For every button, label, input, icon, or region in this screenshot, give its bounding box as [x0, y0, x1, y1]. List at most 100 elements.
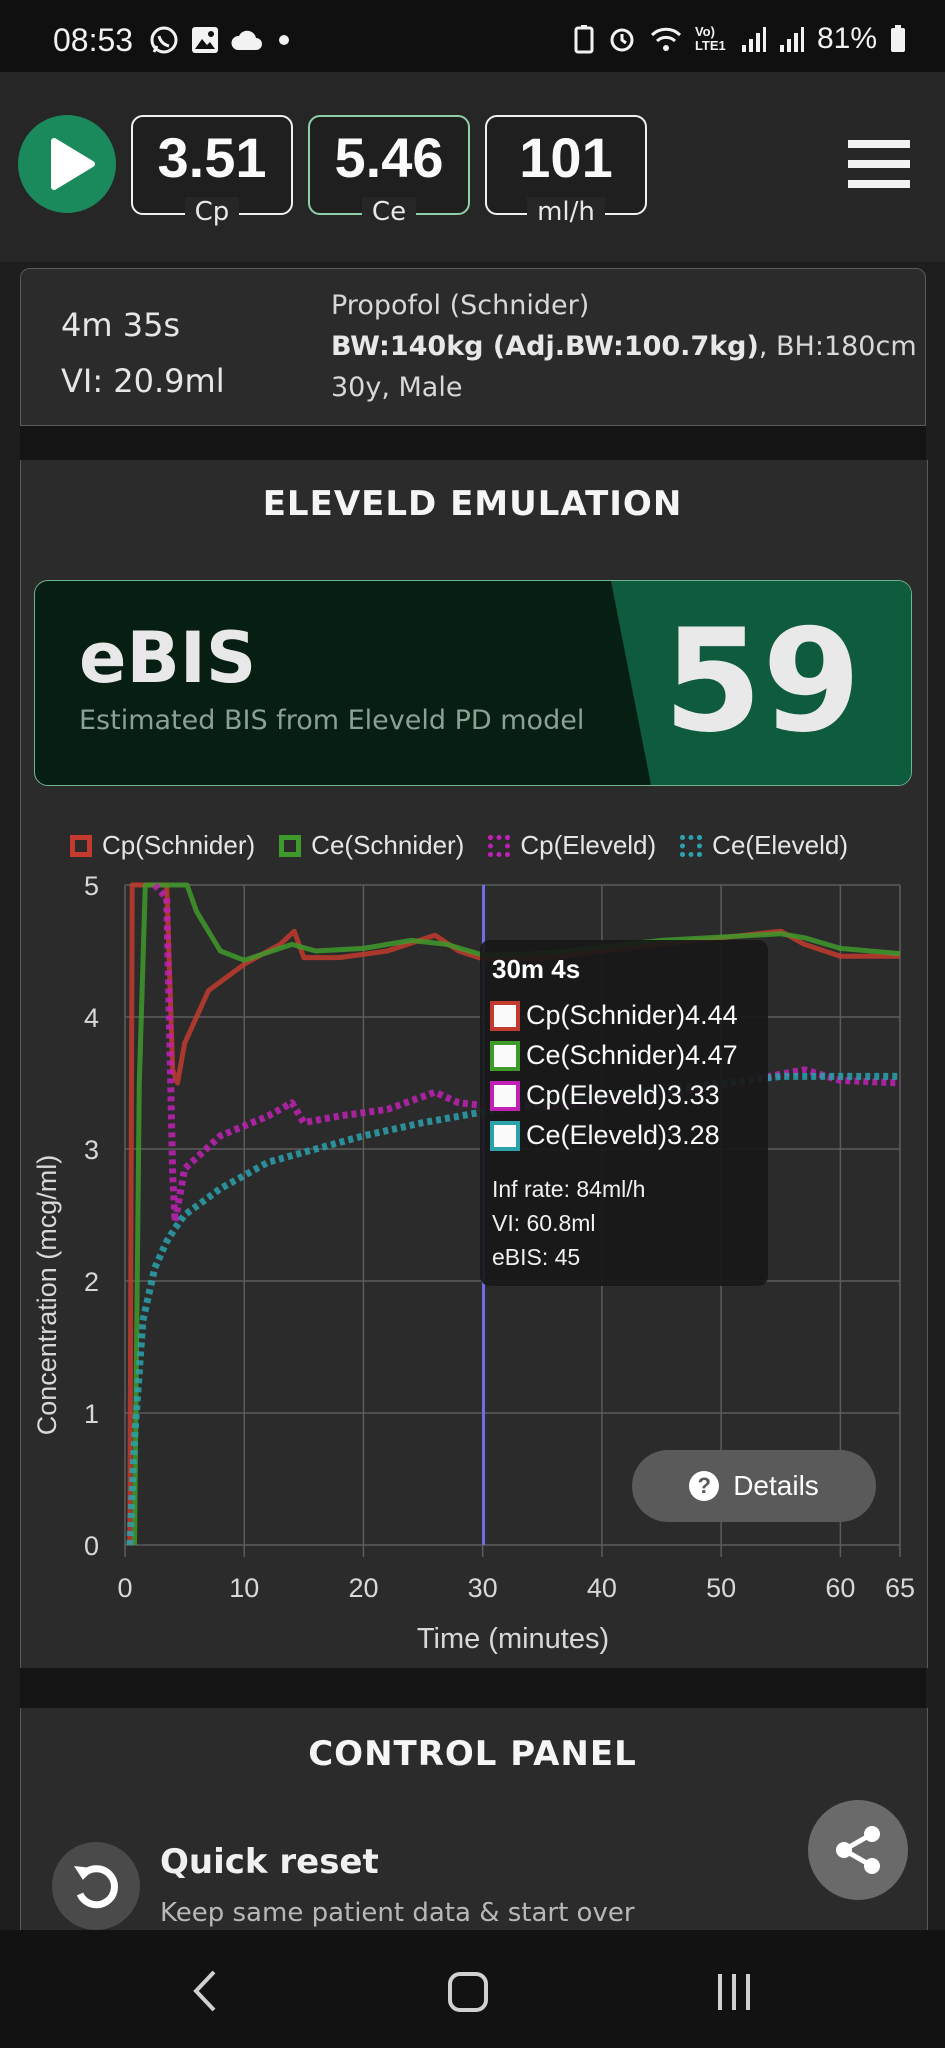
y-tick-label: 5	[84, 871, 99, 901]
cp-display[interactable]: 3.51 Cp	[131, 115, 293, 227]
section-title-control-panel: CONTROL PANEL	[308, 1734, 637, 1774]
signal-icon	[741, 27, 766, 52]
tooltip-volume: VI: 60.8ml	[492, 1210, 596, 1236]
elapsed-time: 4m 35s	[61, 306, 181, 344]
tooltip-swatch	[490, 1040, 520, 1071]
details-label: Details	[733, 1470, 819, 1501]
x-tick-label: 0	[117, 1573, 132, 1603]
legend-label: Cp(Schnider)	[102, 830, 256, 860]
cp-label: Cp	[184, 197, 240, 227]
tooltip-row-label: Cp(Eleveld)3.33	[526, 1080, 720, 1110]
rate-display[interactable]: 101 ml/h	[485, 115, 647, 227]
cloud-icon	[231, 30, 262, 50]
quick-reset-button[interactable]	[52, 1842, 140, 1930]
share-button[interactable]	[808, 1800, 908, 1900]
x-tick-label: 50	[706, 1573, 736, 1603]
control-panel-card	[20, 1708, 928, 1932]
tooltip-row: Cp(Eleveld)3.33	[490, 1080, 720, 1111]
legend-swatch	[279, 834, 302, 857]
tooltip-swatch	[490, 1120, 520, 1151]
legend-item-cp-schnider[interactable]: Cp(Schnider)	[70, 830, 255, 861]
tooltip-row-label: Ce(Eleveld)3.28	[526, 1120, 720, 1150]
ebis-value: 59	[663, 599, 861, 764]
tooltip-row: Ce(Schnider)4.47	[490, 1040, 738, 1071]
legend-item-ce-eleveld[interactable]: Ce(Eleveld)	[680, 830, 848, 861]
legend-swatch	[680, 834, 703, 857]
tooltip-row: Ce(Eleveld)3.28	[490, 1120, 720, 1151]
home-icon[interactable]	[446, 1970, 490, 2014]
drug-model: Propofol (Schnider)	[331, 290, 590, 321]
system-nav-bar	[0, 1930, 945, 2048]
wifi-icon	[650, 27, 682, 51]
status-time: 08:53	[53, 22, 134, 58]
play-icon	[51, 138, 95, 190]
recent-apps-icon[interactable]	[714, 1970, 754, 2014]
tooltip-row: Cp(Schnider)4.44	[490, 1000, 738, 1031]
dot-icon	[279, 35, 289, 45]
y-tick-label: 2	[84, 1267, 99, 1297]
legend-item-ce-schnider[interactable]: Ce(Schnider)	[279, 830, 464, 861]
status-bar: 08:53 Vo) LTE1 81%	[0, 0, 945, 72]
series-line-ce-eleveld	[126, 1072, 900, 1546]
ebis-label: eBIS	[79, 617, 257, 699]
gallery-icon	[192, 27, 218, 53]
ebis-description: Estimated BIS from Eleveld PD model	[79, 705, 585, 736]
legend-swatch	[70, 834, 92, 857]
section-divider	[20, 1668, 926, 1708]
alarm-icon	[610, 28, 634, 52]
system-icons: Vo) LTE1 81%	[573, 22, 907, 56]
legend-item-cp-eleveld[interactable]: Cp(Eleveld)	[488, 830, 656, 861]
chart-legend: Cp(Schnider) Ce(Schnider) Cp(Eleveld) Ce…	[70, 830, 848, 861]
tooltip-row-label: Ce(Schnider)4.47	[526, 1040, 738, 1070]
battery-percent: 81%	[816, 22, 877, 55]
back-icon[interactable]	[190, 1968, 220, 2014]
ebis-value-background	[611, 581, 911, 785]
y-tick-label: 0	[84, 1531, 99, 1561]
quick-reset-title[interactable]: Quick reset	[160, 1842, 379, 1882]
ce-value: 5.46	[334, 126, 444, 189]
body-height: , BH:180cm	[758, 331, 917, 362]
series-line-ce-schnider	[132, 882, 901, 1546]
ce-display[interactable]: 5.46 Ce	[308, 115, 470, 227]
network-label: Vo) LTE1	[694, 24, 726, 53]
chart-tooltip: 30m 4s Cp(Schnider)4.44 Ce(Schnider)4.47…	[480, 940, 768, 1286]
menu-button[interactable]	[846, 136, 912, 192]
signal-icon	[779, 27, 804, 52]
y-axis-label: Concentration (mcg/ml)	[32, 1155, 62, 1436]
x-tick-label: 40	[587, 1573, 617, 1603]
tooltip-time: 30m 4s	[492, 954, 581, 984]
battery-saver-icon	[574, 25, 594, 54]
x-tick-label: 20	[348, 1573, 378, 1603]
help-icon: ?	[689, 1471, 720, 1501]
patient-info-card[interactable]: 4m 35s VI: 20.9ml Propofol (Schnider) BW…	[20, 268, 926, 426]
x-tick-label: 60	[825, 1573, 855, 1603]
tooltip-row-label: Cp(Schnider)4.44	[526, 1000, 738, 1030]
body-weight: BW:140kg (Adj.BW:100.7kg)	[331, 331, 759, 362]
notification-icons	[148, 24, 294, 56]
infused-volume: VI: 20.9ml	[61, 362, 225, 400]
legend-label: Ce(Schnider)	[311, 830, 465, 860]
cp-value: 3.51	[157, 126, 267, 189]
tooltip-inf-rate: Inf rate: 84ml/h	[492, 1176, 646, 1202]
rate-value: 101	[519, 126, 613, 189]
legend-label: Cp(Eleveld)	[520, 830, 657, 860]
share-icon	[836, 1826, 880, 1874]
section-title-emulation: ELEVELD EMULATION	[262, 484, 683, 524]
section-divider	[20, 426, 926, 460]
details-button[interactable]: ? Details	[632, 1450, 876, 1522]
legend-swatch	[488, 834, 511, 857]
tooltip-swatch	[490, 1080, 520, 1111]
whatsapp-icon	[150, 26, 178, 54]
x-axis-label: Time (minutes)	[417, 1623, 609, 1655]
ce-label: Ce	[361, 197, 417, 227]
x-tick-label: 30	[468, 1573, 498, 1603]
x-tick-label: 65	[885, 1573, 915, 1603]
legend-label: Ce(Eleveld)	[712, 830, 848, 860]
y-tick-label: 4	[84, 1003, 99, 1033]
hamburger-menu-icon	[848, 140, 910, 188]
reset-icon	[74, 1865, 118, 1909]
y-tick-label: 1	[84, 1399, 99, 1429]
play-button[interactable]	[18, 115, 116, 213]
